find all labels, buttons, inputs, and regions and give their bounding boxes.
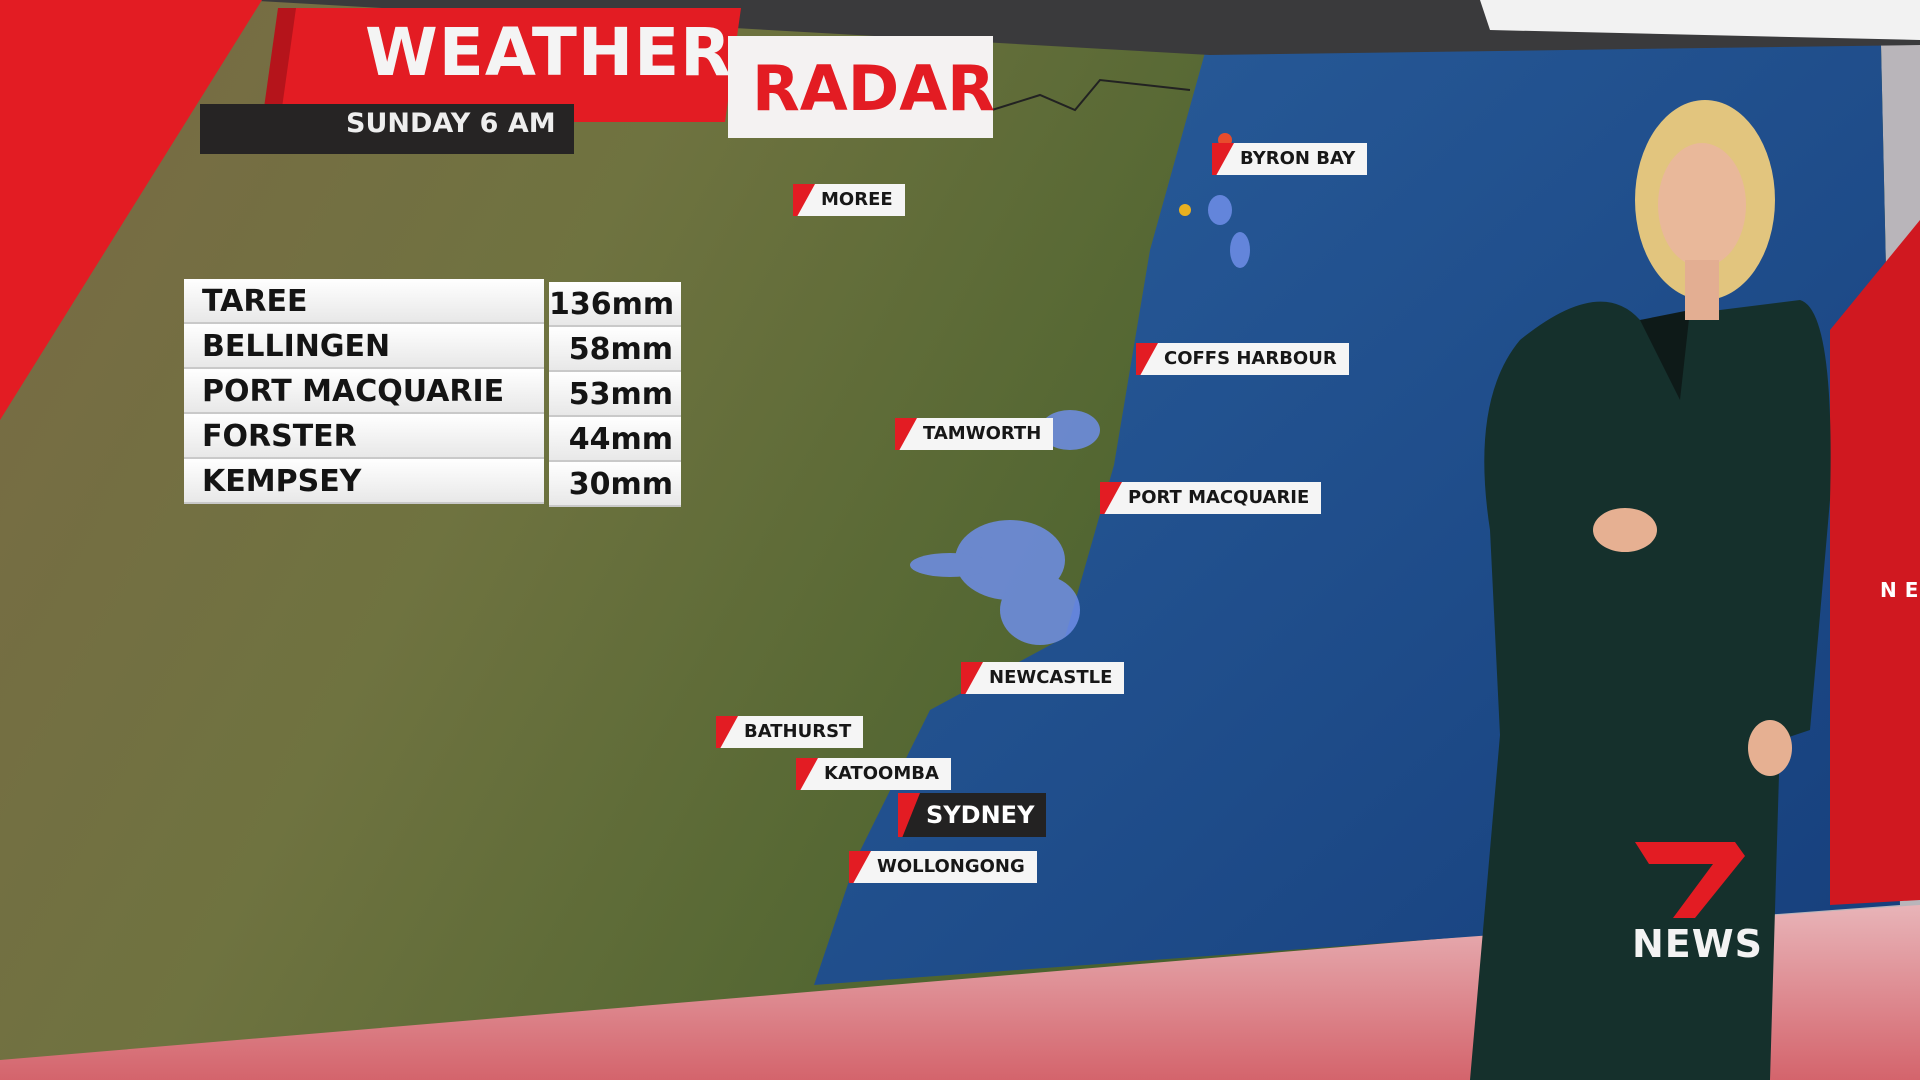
city-label-katoomba: KATOOMBA bbox=[796, 758, 951, 790]
table-row: PORT MACQUARIE bbox=[184, 369, 544, 414]
city-label-sydney: SYDNEY bbox=[898, 793, 1047, 837]
city-label-newcastle: NEWCASTLE bbox=[961, 662, 1125, 694]
news-logo-text: NEWS bbox=[1632, 922, 1764, 966]
rainfall-table-places: TAREE BELLINGEN PORT MACQUARIE FORSTER K… bbox=[184, 279, 544, 504]
city-label-moree: MOREE bbox=[793, 184, 905, 216]
subtitle: SUNDAY 6 AM bbox=[346, 108, 556, 139]
city-label-wollongong: WOLLONGONG bbox=[849, 851, 1037, 883]
city-label-byron-bay: BYRON BAY bbox=[1212, 143, 1368, 175]
table-cell-amount: 44mm bbox=[549, 417, 681, 462]
table-row: FORSTER bbox=[184, 414, 544, 459]
table-cell-amount: 58mm bbox=[549, 327, 681, 372]
title-radar: RADAR bbox=[752, 52, 995, 125]
studio-red-panel-left bbox=[0, 0, 262, 420]
table-cell-amount: 30mm bbox=[549, 462, 681, 507]
subtitle-box bbox=[200, 104, 574, 154]
title-radar-box bbox=[728, 36, 993, 138]
table-row: KEMPSEY bbox=[184, 459, 544, 504]
table-cell-amount: 136mm bbox=[549, 282, 681, 327]
city-label-port-macquarie: PORT MACQUARIE bbox=[1100, 482, 1322, 514]
seven-logo-icon bbox=[1635, 842, 1745, 918]
background-text: NE bbox=[1880, 578, 1920, 602]
city-label-tamworth: TAMWORTH bbox=[895, 418, 1054, 450]
rainfall-table-amounts: 136mm 58mm 53mm 44mm 30mm bbox=[549, 282, 681, 507]
radar-rain bbox=[910, 195, 1250, 645]
table-row: BELLINGEN bbox=[184, 324, 544, 369]
table-cell-amount: 53mm bbox=[549, 372, 681, 417]
city-label-coffs-harbour: COFFS HARBOUR bbox=[1136, 343, 1349, 375]
city-label-bathurst: BATHURST bbox=[716, 716, 864, 748]
title-weather: WEATHER bbox=[365, 14, 733, 91]
presenter bbox=[1470, 100, 1831, 1080]
table-row: TAREE bbox=[184, 279, 544, 324]
